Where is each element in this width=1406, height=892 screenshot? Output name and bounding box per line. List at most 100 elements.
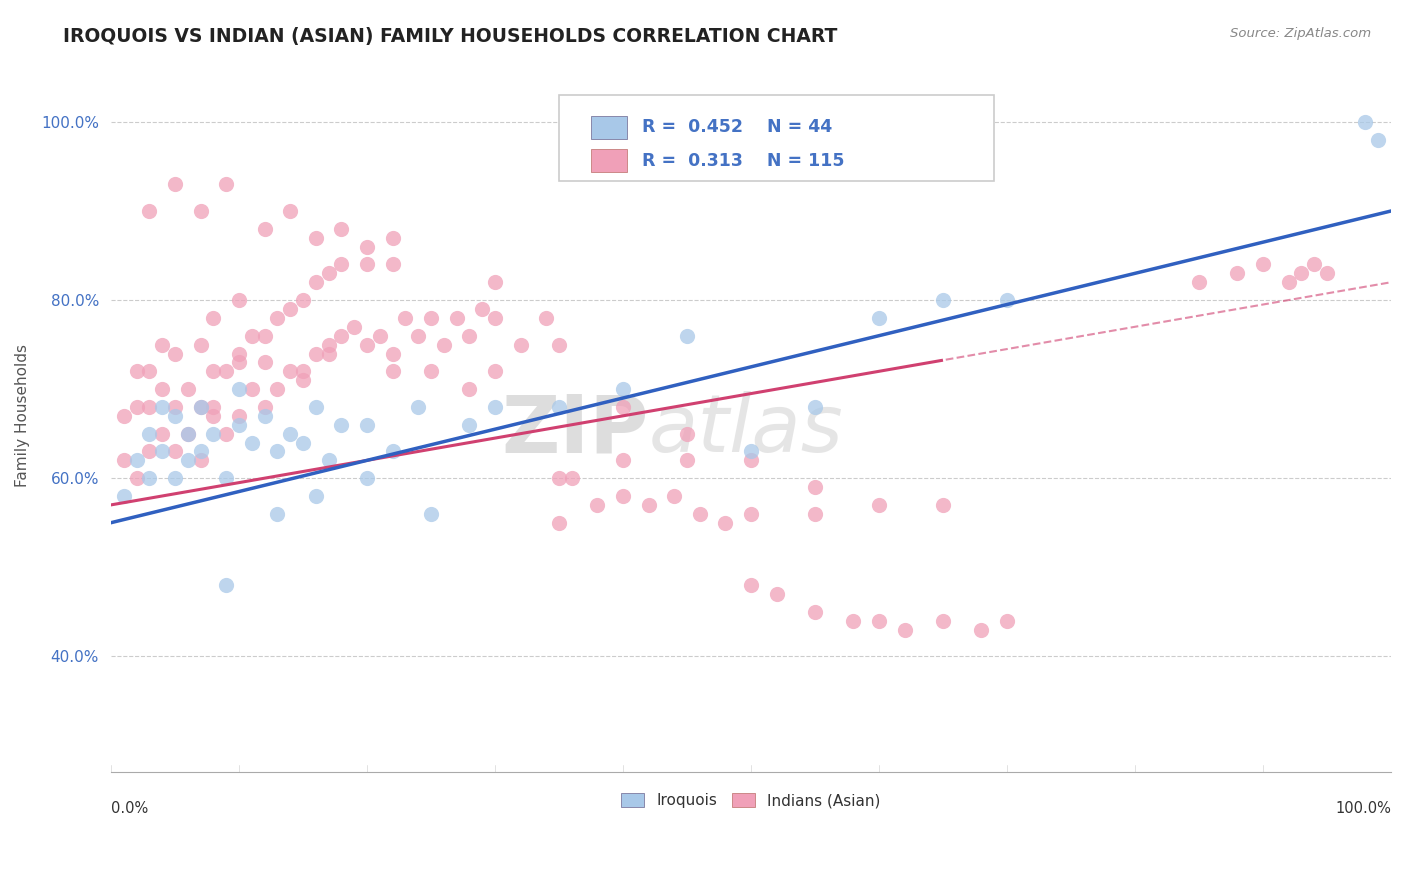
Point (150, 444, 173, 458)
Point (356, 471, 378, 485)
Point (291, 373, 314, 387)
Point (138, 364, 160, 378)
Point (406, 400, 429, 414)
Point (150, 337, 173, 351)
Text: IROQUOIS VS INDIAN (ASIAN) FAMILY HOUSEHOLDS CORRELATION CHART: IROQUOIS VS INDIAN (ASIAN) FAMILY HOUSEH… (63, 27, 838, 45)
Point (612, 489, 634, 503)
Point (318, 453, 340, 467)
Point (484, 364, 506, 378)
Point (240, 435, 263, 450)
Point (765, 587, 787, 601)
Text: R =  0.452    N = 44: R = 0.452 N = 44 (643, 119, 832, 136)
Point (215, 578, 238, 592)
Point (125, 453, 148, 467)
Point (240, 382, 263, 396)
Point (356, 417, 378, 432)
Point (278, 426, 301, 441)
Point (932, 293, 955, 307)
Point (177, 382, 200, 396)
Point (150, 382, 173, 396)
Point (112, 453, 135, 467)
Point (202, 409, 225, 423)
Point (419, 310, 441, 325)
Point (381, 231, 404, 245)
Point (240, 328, 263, 343)
Point (163, 400, 186, 414)
Point (278, 364, 301, 378)
Point (740, 453, 762, 467)
Point (278, 301, 301, 316)
Point (676, 426, 699, 441)
Text: Source: ZipAtlas.com: Source: ZipAtlas.com (1230, 27, 1371, 40)
Point (534, 310, 557, 325)
Point (177, 426, 200, 441)
Point (381, 257, 404, 271)
Point (318, 346, 340, 360)
Point (253, 409, 276, 423)
Point (278, 204, 301, 219)
Point (190, 337, 212, 351)
Point (932, 498, 955, 512)
Point (868, 614, 890, 628)
Point (138, 400, 160, 414)
Point (995, 614, 1018, 628)
Point (458, 382, 481, 396)
Point (163, 444, 186, 458)
Point (484, 400, 506, 414)
Point (458, 328, 481, 343)
Point (190, 204, 212, 219)
Point (868, 498, 890, 512)
Point (190, 444, 212, 458)
Point (112, 409, 135, 423)
Point (318, 337, 340, 351)
Point (215, 426, 238, 441)
Point (330, 417, 353, 432)
Point (637, 498, 659, 512)
Point (1367, 133, 1389, 147)
Point (676, 453, 699, 467)
Point (689, 507, 711, 521)
Point (163, 409, 186, 423)
FancyBboxPatch shape (591, 116, 627, 138)
Point (253, 222, 276, 236)
Point (740, 507, 762, 521)
Point (305, 346, 328, 360)
Point (330, 257, 353, 271)
Point (804, 507, 827, 521)
Point (548, 337, 571, 351)
Point (381, 364, 404, 378)
Point (612, 400, 634, 414)
Point (202, 400, 225, 414)
Point (356, 239, 378, 253)
Point (253, 355, 276, 369)
Point (548, 400, 571, 414)
Point (266, 444, 288, 458)
Point (163, 178, 186, 192)
Point (177, 426, 200, 441)
Point (138, 426, 160, 441)
Point (291, 293, 314, 307)
Point (228, 355, 250, 369)
Point (1291, 266, 1313, 280)
Point (291, 364, 314, 378)
Point (368, 328, 391, 343)
Point (163, 346, 186, 360)
Point (125, 400, 148, 414)
Point (112, 489, 135, 503)
Point (305, 231, 328, 245)
Point (740, 444, 762, 458)
Point (381, 346, 404, 360)
Point (305, 489, 328, 503)
Text: ZIP: ZIP (502, 391, 648, 469)
Point (1303, 257, 1326, 271)
Point (714, 516, 737, 530)
Point (548, 516, 571, 530)
Point (215, 364, 238, 378)
Point (202, 426, 225, 441)
Point (228, 417, 250, 432)
FancyBboxPatch shape (591, 149, 627, 172)
Point (662, 489, 685, 503)
Point (446, 310, 468, 325)
Point (804, 605, 827, 619)
Text: 100.0%: 100.0% (1336, 801, 1391, 815)
